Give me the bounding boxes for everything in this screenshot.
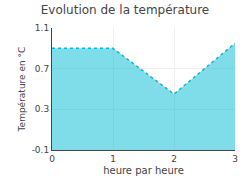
svg-text:1.1: 1.1 — [35, 23, 49, 33]
svg-text:0.7: 0.7 — [35, 64, 49, 74]
svg-text:1: 1 — [110, 154, 116, 164]
svg-text:Température en °C: Température en °C — [17, 47, 27, 133]
svg-text:0: 0 — [49, 154, 55, 164]
svg-text:Evolution de la température: Evolution de la température — [41, 3, 210, 17]
svg-text:0.3: 0.3 — [35, 104, 49, 114]
svg-text:3: 3 — [232, 154, 238, 164]
svg-text:-0.1: -0.1 — [32, 145, 50, 155]
svg-text:2: 2 — [171, 154, 177, 164]
svg-text:heure par heure: heure par heure — [103, 165, 184, 176]
